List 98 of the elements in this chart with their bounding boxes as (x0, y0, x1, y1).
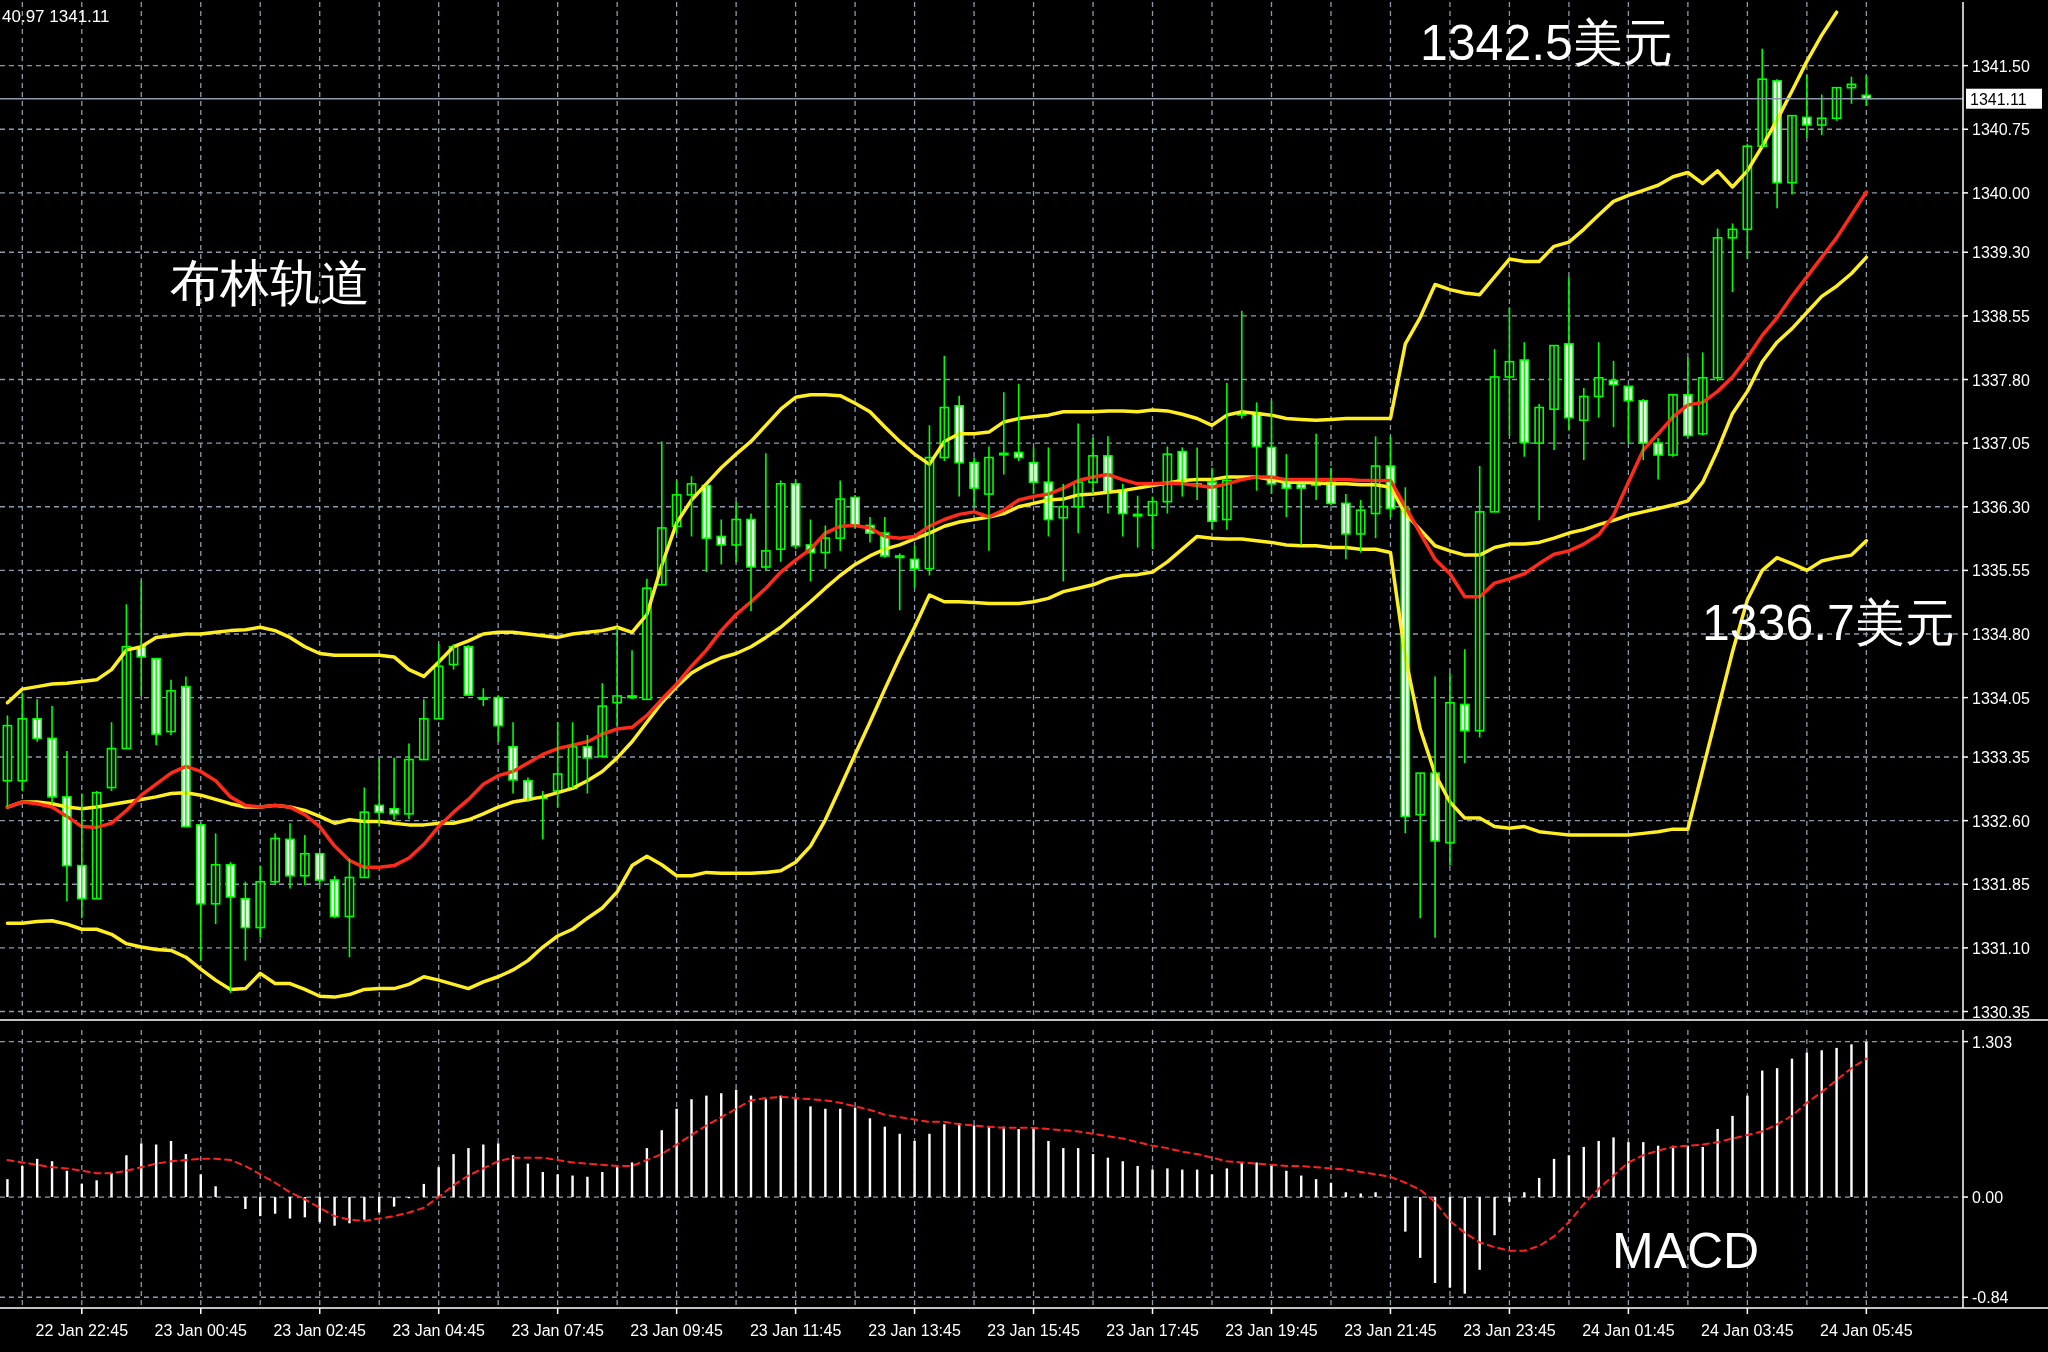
y-tick-label: 0.00 (1972, 1189, 2004, 1207)
candlestick (17, 691, 28, 792)
y-tick-label: 1340.00 (1972, 184, 2030, 202)
x-tick-label: 23 Jan 13:45 (868, 1322, 961, 1339)
y-tick-label: 1333.35 (1972, 749, 2030, 767)
y-tick-label: 1337.80 (1972, 371, 2030, 389)
bar (333, 1197, 336, 1226)
x-tick-label: 23 Jan 00:45 (154, 1322, 248, 1339)
bar (556, 1174, 559, 1198)
bar (348, 1197, 351, 1224)
bar (482, 1144, 485, 1198)
bar (1835, 1047, 1838, 1198)
x-tick-label: 23 Jan 02:45 (273, 1322, 367, 1339)
bar (1731, 1115, 1734, 1198)
ref-line-label: 1341.11 (1970, 90, 2027, 108)
bar (1047, 1140, 1050, 1198)
bar (809, 1106, 812, 1198)
bar (95, 1180, 98, 1198)
y-tick-label: 1330.35 (1972, 1003, 2030, 1021)
y-tick-label: 1334.05 (1972, 689, 2030, 707)
x-tick-label: 23 Jan 09:45 (630, 1322, 723, 1339)
y-tick-label: 1332.60 (1972, 812, 2030, 830)
x-tick-label: 23 Jan 21:45 (1344, 1322, 1437, 1339)
bar (690, 1099, 693, 1198)
bar (1612, 1137, 1615, 1198)
y-tick-label: -0.84 (1972, 1289, 2009, 1307)
candlestick (210, 832, 221, 925)
y-tick-label: 1341.50 (1972, 57, 2030, 75)
bar (1865, 1041, 1868, 1198)
bar (794, 1098, 797, 1198)
bar (110, 1173, 113, 1198)
y-tick-label: 1338.55 (1972, 307, 2030, 325)
bar (1151, 1169, 1154, 1198)
bar (1493, 1197, 1496, 1236)
bar (1716, 1129, 1719, 1198)
candlestick (612, 626, 623, 727)
bar (675, 1108, 678, 1198)
candlestick (1816, 93, 1827, 136)
y-tick-label: 1334.80 (1972, 626, 2030, 644)
y-tick-label: 1337.05 (1972, 435, 2030, 453)
bar (705, 1095, 708, 1198)
y-tick-label: 1335.55 (1972, 562, 2030, 580)
y-tick-label: 1339.30 (1972, 244, 2030, 262)
bar (1478, 1197, 1481, 1270)
candlestick (1712, 227, 1723, 382)
bar (363, 1197, 366, 1220)
annotation: 40.97 1341.11 (2, 7, 110, 26)
x-tick-label: 22 Jan 22:45 (35, 1322, 129, 1339)
x-tick-label: 24 Jan 03:45 (1701, 1322, 1794, 1339)
x-tick-label: 23 Jan 04:45 (392, 1322, 486, 1339)
bar (1374, 1192, 1377, 1198)
x-tick-label: 23 Jan 19:45 (1225, 1322, 1318, 1339)
bar (943, 1124, 946, 1198)
bar (1136, 1166, 1139, 1198)
x-tick-label: 23 Jan 07:45 (511, 1322, 605, 1339)
bar (1627, 1142, 1630, 1198)
x-tick-label: 23 Jan 15:45 (987, 1322, 1080, 1339)
bar (125, 1155, 128, 1198)
annotation: 布林轨道 (170, 255, 370, 311)
bar (1523, 1192, 1526, 1198)
candlestick (240, 880, 251, 962)
bar (824, 1108, 827, 1198)
x-tick-label: 23 Jan 23:45 (1463, 1322, 1556, 1339)
bar (1746, 1095, 1749, 1198)
y-tick-label: 1336.30 (1972, 498, 2030, 516)
bar (214, 1186, 217, 1198)
x-tick-label: 24 Jan 05:45 (1820, 1322, 1913, 1339)
candlestick (1593, 341, 1604, 419)
y-tick-label: 1331.85 (1972, 876, 2030, 894)
bar (452, 1154, 455, 1198)
bar (467, 1148, 470, 1198)
bar (1166, 1168, 1169, 1198)
candlestick (1132, 494, 1143, 549)
bar (244, 1197, 247, 1209)
bar (571, 1175, 574, 1198)
bar (1017, 1129, 1020, 1198)
bar (1032, 1127, 1035, 1198)
y-tick-label: 1340.75 (1972, 121, 2030, 139)
bar (928, 1133, 931, 1198)
x-tick-label: 24 Jan 01:45 (1582, 1322, 1675, 1339)
bar (1270, 1164, 1273, 1198)
y-tick-label: 1.303 (1972, 1033, 2013, 1051)
bar (1255, 1162, 1258, 1198)
bar (21, 1166, 24, 1198)
bar (1404, 1197, 1407, 1232)
bar (1597, 1140, 1600, 1198)
bar (1508, 1197, 1511, 1202)
x-tick-label: 23 Jan 11:45 (749, 1322, 842, 1339)
bar (1344, 1192, 1348, 1198)
x-tick-label: 23 Jan 17:45 (1106, 1322, 1199, 1339)
bar (6, 1179, 9, 1198)
bar (586, 1176, 589, 1198)
bar (913, 1140, 916, 1198)
bar (1850, 1044, 1853, 1198)
y-tick-label: 1331.10 (1972, 939, 2030, 957)
bar (1285, 1170, 1288, 1198)
annotation: 1342.5美元 (1420, 15, 1673, 71)
annotation: MACD (1612, 1223, 1760, 1279)
